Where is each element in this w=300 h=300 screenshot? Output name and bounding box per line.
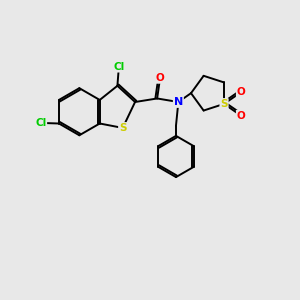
Text: Cl: Cl [35, 118, 46, 128]
Text: Cl: Cl [113, 62, 124, 72]
Text: O: O [237, 87, 245, 97]
Text: S: S [220, 99, 228, 109]
Text: S: S [119, 123, 126, 133]
Text: N: N [174, 97, 183, 107]
Text: O: O [237, 111, 245, 121]
Text: O: O [156, 73, 164, 83]
